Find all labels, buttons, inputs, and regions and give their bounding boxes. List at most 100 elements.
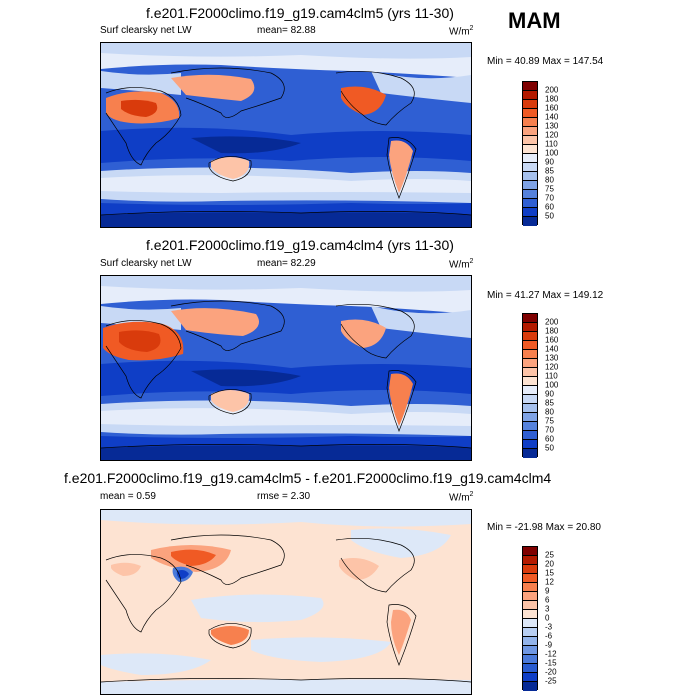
panel-3-cb-label: 9 — [545, 586, 550, 596]
panel-2-mean: mean= 82.29 — [257, 258, 316, 269]
panel-3-cb-cell — [523, 619, 537, 628]
panel-3-rmse-label: rmse = — [257, 491, 288, 502]
panel-1-cb-label: 130 — [545, 121, 559, 131]
panel-3-minmax: Min = -21.98 Max = 20.80 — [487, 522, 601, 533]
panel-2-cb-label: 160 — [545, 335, 559, 345]
panel-1-cb-label: 110 — [545, 139, 558, 149]
panel-3-cb-cell — [523, 673, 537, 682]
panel-2-cb-cell — [523, 404, 537, 413]
panel-2-colorbar — [522, 313, 538, 458]
panel-1-mean-value: 82.88 — [290, 25, 316, 36]
panel-2-colorbar-labels: 200 180 160 140 130 120 110 100 90 85 80… — [545, 313, 575, 457]
panel-3-cb-cell — [523, 628, 537, 637]
panel-3-cb-label: -12 — [545, 649, 557, 659]
panel-2-units-sup: 2 — [469, 258, 474, 265]
panel-2-cb-cell — [523, 323, 537, 332]
panel-2-cb-label: 140 — [545, 344, 559, 354]
panel-3-cb-cell — [523, 574, 537, 583]
panel-2-map-svg — [101, 276, 471, 460]
panel-1-cb-cell — [523, 82, 537, 91]
panel-3-mean-label: mean = — [100, 491, 134, 502]
panel-2-cb-label: 110 — [545, 371, 558, 381]
panel-1-cb-cell — [523, 217, 537, 226]
panel-2-cb-cell — [523, 386, 537, 395]
panel-2-cb-cell — [523, 359, 537, 368]
panel-1-cb-label: 75 — [545, 184, 554, 194]
panel-2-mean-value: 82.29 — [290, 258, 316, 269]
panel-1-cb-label: 70 — [545, 193, 554, 203]
panel-3-cb-cell — [523, 601, 537, 610]
panel-3-mean-value: 0.59 — [136, 491, 156, 502]
panel-3-map — [100, 509, 472, 695]
panel-3-cb-label: -6 — [545, 631, 553, 641]
panel-1-cb-cell — [523, 172, 537, 181]
panel-1-cb-cell — [523, 100, 537, 109]
season-label: MAM — [508, 8, 561, 33]
panel-2-cb-label: 120 — [545, 362, 559, 372]
panel-3-rmse-value: 2.30 — [290, 491, 311, 502]
panel-2-cb-cell — [523, 341, 537, 350]
panel-2-cb-label: 180 — [545, 326, 559, 336]
panel-3-cb-cell — [523, 646, 537, 655]
panel-3-cb-cell — [523, 664, 537, 673]
panel-2-cb-cell — [523, 440, 537, 449]
panel-3-title: f.e201.F2000climo.f19_g19.cam4clm5 - f.e… — [64, 470, 552, 486]
panel-1-cb-cell — [523, 109, 537, 118]
panel-2-mean-label: mean= — [257, 258, 288, 269]
panel-3-mean: mean = 0.59 — [100, 491, 156, 502]
panel-2-cb-label: 90 — [545, 389, 554, 399]
panel-2-cb-label: 130 — [545, 353, 559, 363]
panel-1-title: f.e201.F2000climo.f19_g19.cam4clm5 (yrs … — [146, 5, 454, 21]
panel-1-cb-cell — [523, 163, 537, 172]
panel-1-cb-label: 85 — [545, 166, 554, 176]
panel-2-units-text: W/m — [449, 259, 470, 271]
panel-1-mean-label: mean= — [257, 25, 288, 36]
panel-3-map-svg — [101, 510, 471, 694]
panel-1-cb-label: 160 — [545, 103, 559, 113]
panel-2-cb-cell — [523, 413, 537, 422]
panel-3-cb-cell — [523, 637, 537, 646]
panel-2-cb-label: 70 — [545, 425, 554, 435]
panel-3-cb-label: 0 — [545, 613, 550, 623]
panel-1-colorbar-labels: 200 180 160 140 130 120 110 100 90 85 80… — [545, 81, 575, 225]
panel-1-cb-label: 80 — [545, 175, 554, 185]
panel-3-cb-label: -3 — [545, 622, 553, 632]
panel-2-cb-cell — [523, 350, 537, 359]
panel-1-cb-cell — [523, 154, 537, 163]
panel-3-rmse: rmse = 2.30 — [257, 491, 310, 502]
panel-1-map — [100, 42, 472, 228]
panel-3-cb-label: 3 — [545, 604, 550, 614]
panel-1-units-text: W/m — [449, 26, 470, 38]
panel-3-cb-cell — [523, 556, 537, 565]
panel-2-variable: Surf clearsky net LW — [100, 258, 192, 269]
panel-1-map-svg — [101, 43, 471, 227]
panel-1-cb-label: 140 — [545, 112, 559, 122]
panel-3-units: W/m2 — [449, 491, 473, 503]
panel-3-cb-cell — [523, 583, 537, 592]
panel-1-cb-label: 120 — [545, 130, 559, 140]
panel-2-minmax: Min = 41.27 Max = 149.12 — [487, 290, 604, 301]
panel-1-cb-cell — [523, 127, 537, 136]
panel-2-cb-cell — [523, 431, 537, 440]
panel-2-map — [100, 275, 472, 461]
panel-3-cb-label: -9 — [545, 640, 553, 650]
panel-2-cb-label: 85 — [545, 398, 554, 408]
panel-2-cb-cell — [523, 314, 537, 323]
panel-3-cb-cell — [523, 682, 537, 691]
panel-1-cb-cell — [523, 145, 537, 154]
panel-3-cb-cell — [523, 655, 537, 664]
panel-1-cb-label: 60 — [545, 202, 554, 212]
panel-3-cb-label: 25 — [545, 550, 554, 560]
panel-3-cb-label: 20 — [545, 559, 554, 569]
panel-2-cb-label: 60 — [545, 434, 554, 444]
panel-1-cb-cell — [523, 91, 537, 100]
panel-2-cb-cell — [523, 377, 537, 386]
panel-3-units-text: W/m — [449, 492, 470, 504]
panel-3-cb-label: -25 — [545, 676, 557, 686]
panel-3-units-sup: 2 — [469, 491, 474, 498]
panel-1-cb-label: 200 — [545, 85, 559, 95]
panel-2-cb-cell — [523, 449, 537, 458]
panel-2-units: W/m2 — [449, 258, 473, 270]
panel-3-cb-label: 15 — [545, 568, 554, 578]
panel-2-cb-label: 75 — [545, 416, 554, 426]
